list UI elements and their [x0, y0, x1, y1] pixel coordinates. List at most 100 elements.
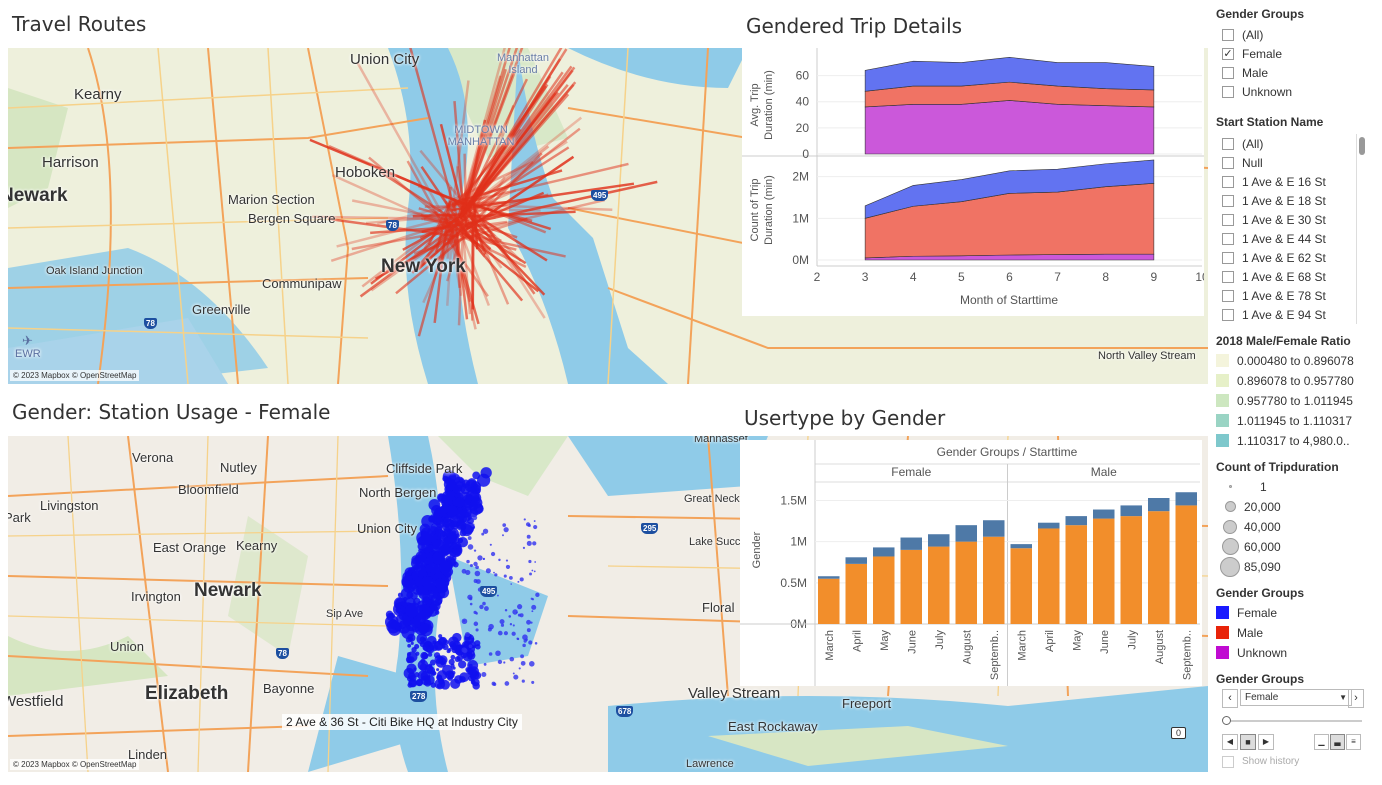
station-option[interactable]: 1 Ave & E 68 St: [1222, 267, 1326, 286]
checkbox[interactable]: [1222, 289, 1234, 302]
checkbox[interactable]: [1222, 85, 1234, 98]
map-label: MIDTOWN MANHATTAN: [447, 124, 515, 148]
station-dot: [446, 505, 458, 517]
speed-medium-button[interactable]: ▃: [1330, 734, 1345, 750]
checkbox[interactable]: [1222, 308, 1234, 321]
station-dot: [432, 539, 445, 551]
station-dot: [428, 594, 434, 600]
map-label: Hoboken: [335, 164, 396, 181]
station-dot: [505, 559, 509, 562]
playback-forward-button[interactable]: ▶: [1258, 734, 1274, 750]
checkbox[interactable]: [1222, 251, 1234, 264]
station-dot: [422, 644, 430, 651]
checkbox[interactable]: [1222, 175, 1234, 188]
speed-fast-button[interactable]: ≡: [1346, 734, 1361, 750]
station-option[interactable]: 1 Ave & E 62 St: [1222, 248, 1326, 267]
color-legend-item[interactable]: Male: [1216, 623, 1263, 642]
map-attribution[interactable]: © 2023 Mapbox © OpenStreetMap: [10, 370, 140, 381]
checkbox[interactable]: [1222, 755, 1234, 768]
color-legend-item[interactable]: Female: [1216, 603, 1277, 622]
playback-stop-button[interactable]: ■: [1240, 734, 1256, 750]
filter-option-female[interactable]: ✓ Female: [1222, 44, 1282, 63]
interstate-shield-icon: 78: [276, 648, 289, 659]
color-legend-item[interactable]: Unknown: [1216, 643, 1287, 662]
y-axis-label: Gender: [751, 531, 763, 568]
station-option[interactable]: 1 Ave & E 78 St: [1222, 286, 1326, 305]
checkbox[interactable]: [1222, 194, 1234, 207]
count-legend-title: Count of Tripduration: [1216, 460, 1339, 474]
ratio-legend-label: 0.896078 to 0.957780: [1237, 373, 1354, 388]
route-line: [450, 80, 470, 217]
station-option[interactable]: (All): [1222, 134, 1263, 153]
show-history-toggle[interactable]: Show history: [1222, 752, 1299, 771]
area-series: [864, 100, 1155, 155]
map-label: Nutley: [220, 460, 257, 475]
station-option[interactable]: Null: [1222, 153, 1263, 172]
station-option[interactable]: 1 Ave & E 18 St: [1222, 191, 1326, 210]
checkbox[interactable]: [1222, 28, 1234, 41]
station-option[interactable]: 1 Ave & E 16 St: [1222, 172, 1326, 191]
bar-customer: [900, 537, 922, 550]
bar-customer: [818, 576, 840, 579]
size-circle-icon: [1221, 538, 1239, 555]
filter-option-all[interactable]: (All): [1222, 25, 1263, 44]
station-option[interactable]: 1 Ave & E 44 St: [1222, 229, 1326, 248]
station-dot: [499, 619, 505, 625]
interstate-shield-icon: 295: [641, 523, 659, 534]
station-dot: [457, 518, 465, 527]
ratio-legend-label: 0.000480 to 0.896078: [1237, 353, 1354, 368]
speed-slow-button[interactable]: ▁: [1314, 734, 1329, 750]
checkbox[interactable]: [1222, 232, 1234, 245]
x-tick-label: May: [1071, 630, 1083, 651]
station-dot: [411, 647, 417, 653]
checkbox[interactable]: [1222, 156, 1234, 169]
size-legend-item: 1: [1216, 477, 1267, 496]
station-dots: [384, 467, 540, 690]
gendered-trip-details-chart[interactable]: 60 40 20 0 Avg. Trip Duration (min) 2M 1M 0M Coun…: [742, 48, 1209, 316]
y-axis-label: Avg. Trip: [749, 83, 761, 126]
station-list-scrollbar[interactable]: [1356, 134, 1367, 324]
station-dot: [495, 650, 501, 657]
size-legend-label: 20,000: [1244, 499, 1281, 514]
route-line: [457, 48, 506, 216]
bar-customer: [845, 557, 867, 564]
station-label: 1 Ave & E 68 St: [1242, 269, 1326, 284]
filter-option-unknown[interactable]: Unknown: [1222, 82, 1292, 101]
map-label: Manhasset: [694, 436, 748, 445]
station-option[interactable]: 1 Ave & E 30 St: [1222, 210, 1326, 229]
station-dot: [516, 637, 519, 640]
map-label: Irvington: [131, 589, 181, 604]
map-label: Greenville: [192, 302, 251, 317]
station-dot: [503, 661, 506, 664]
checkbox[interactable]: [1222, 270, 1234, 283]
page-next-button[interactable]: ›: [1348, 689, 1364, 708]
checkbox[interactable]: ✓: [1222, 47, 1234, 60]
station-dot: [482, 528, 489, 534]
station-dot: [405, 603, 419, 618]
page-slider-handle[interactable]: [1222, 716, 1231, 725]
page-control-title: Gender Groups: [1216, 672, 1305, 686]
usertype-by-gender-chart[interactable]: Gender Groups / Starttime Female Male 1.5M 1…: [740, 440, 1202, 686]
map-attribution[interactable]: © 2023 Mapbox © OpenStreetMap: [10, 759, 140, 770]
playback-back-button[interactable]: ◀: [1222, 734, 1238, 750]
interstate-shield-icon: 78: [386, 220, 399, 231]
station-dot: [432, 644, 439, 652]
size-legend-item: 85,090: [1216, 556, 1281, 577]
station-dot: [471, 523, 475, 527]
station-dot: [517, 580, 520, 583]
route-line: [309, 138, 473, 209]
scrollbar-thumb[interactable]: [1359, 137, 1365, 155]
station-label: 1 Ave & E 44 St: [1242, 231, 1326, 246]
checkbox[interactable]: [1222, 66, 1234, 79]
page-select[interactable]: Female ▼: [1240, 689, 1352, 706]
checkbox[interactable]: [1222, 213, 1234, 226]
station-option[interactable]: 1 Ave & E 94 St: [1222, 305, 1326, 324]
page-prev-button[interactable]: ‹: [1222, 689, 1238, 708]
station-label: 1 Ave & E 78 St: [1242, 288, 1326, 303]
color-swatch: [1216, 646, 1229, 659]
page-slider-track[interactable]: [1224, 720, 1362, 722]
ratio-legend-item: 1.011945 to 1.110317: [1216, 411, 1352, 430]
checkbox[interactable]: [1222, 137, 1234, 150]
map-label: Freeport: [842, 696, 892, 711]
filter-option-male[interactable]: Male: [1222, 63, 1268, 82]
